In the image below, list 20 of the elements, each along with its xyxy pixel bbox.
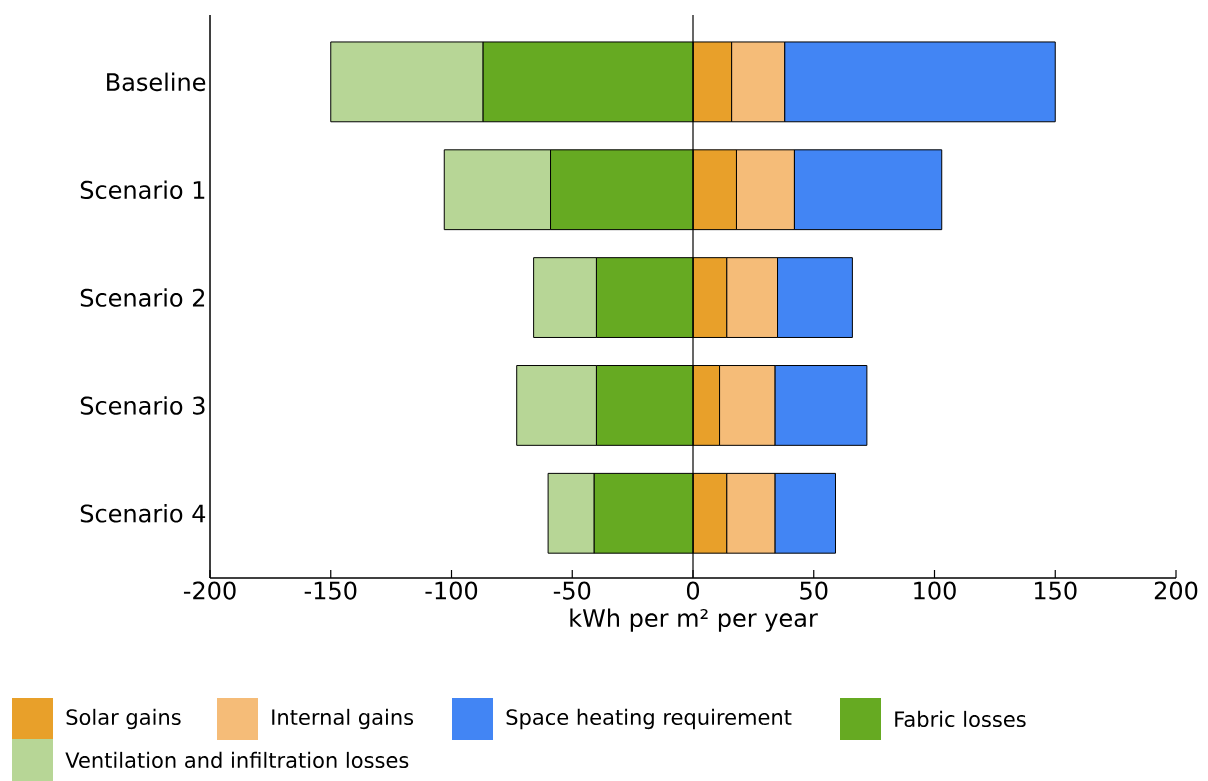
- x-tick-label: 100: [914, 581, 956, 600]
- y-tick-label: Scenario 4: [80, 504, 206, 523]
- x-tick-label: 150: [1034, 581, 1077, 600]
- x-tick-label: 50: [800, 581, 828, 600]
- legend-label: Ventilation and infiltration losses: [65, 751, 409, 769]
- y-tick-label: Scenario 2: [80, 288, 205, 307]
- legend-label: Internal gains: [272, 708, 414, 730]
- x-axis-title: kWh per m² per year: [570, 608, 818, 632]
- x-tick-label: -50: [553, 581, 591, 600]
- x-tick-label: 200: [1154, 581, 1198, 600]
- y-tick-label: Scenario 3: [80, 396, 205, 415]
- legend-label: Solar gains: [66, 708, 181, 730]
- x-tick-label: -200: [183, 581, 236, 600]
- x-tick-label: 0: [686, 581, 700, 600]
- x-tick-label: -150: [304, 581, 357, 600]
- x-tick-label: -100: [425, 581, 478, 600]
- y-tick-label: Scenario 1: [80, 180, 205, 200]
- legend-label: Fabric losses: [895, 710, 1026, 728]
- legend-label: Space heating requirement: [506, 708, 792, 730]
- y-tick-label: Baseline: [107, 72, 206, 92]
